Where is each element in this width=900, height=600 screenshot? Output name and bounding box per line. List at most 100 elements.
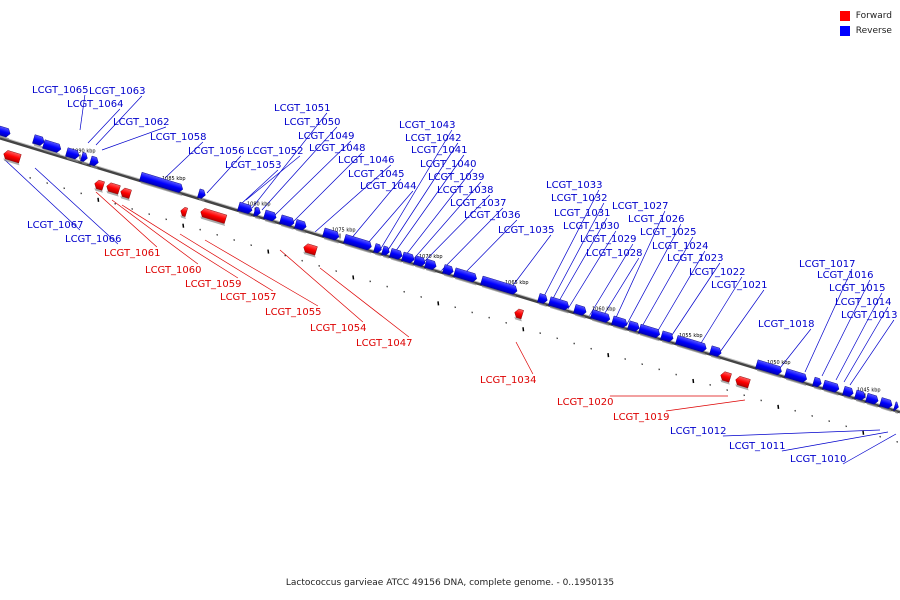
gene-label[interactable]: LCGT_1026 <box>628 214 685 225</box>
legend-item-forward: Forward <box>839 8 892 23</box>
gene-label[interactable]: LCGT_1043 <box>399 120 456 131</box>
leader-line <box>206 155 242 194</box>
gene-label[interactable]: LCGT_1030 <box>563 221 620 232</box>
leader-line <box>719 289 765 353</box>
gene-label[interactable]: LCGT_1048 <box>309 143 366 154</box>
gene-label[interactable]: LCGT_1045 <box>348 169 405 180</box>
minor-tick <box>607 353 610 358</box>
gene-label[interactable]: LCGT_1054 <box>310 323 367 334</box>
reverse-gene-arrow <box>660 330 674 346</box>
forward-gene-arrow <box>180 207 188 220</box>
gene-label[interactable]: LCGT_1016 <box>817 270 874 281</box>
leader-line <box>101 126 167 151</box>
gene-label[interactable]: LCGT_1010 <box>790 454 847 465</box>
scale-label: 1050 kbp <box>767 360 791 366</box>
gene-label[interactable]: LCGT_1014 <box>835 297 892 308</box>
leader-line <box>4 159 81 231</box>
gene-label[interactable]: LCGT_1044 <box>360 181 417 192</box>
legend-label-forward: Forward <box>855 10 892 21</box>
forward-gene-arrow <box>720 371 732 385</box>
gene-label[interactable]: LCGT_1035 <box>498 225 555 236</box>
leader-line <box>554 217 608 309</box>
reverse-gene-arrow <box>548 296 570 314</box>
scale-label: 1070 kbp <box>419 254 443 260</box>
gene-label[interactable]: LCGT_1067 <box>27 220 84 231</box>
legend-item-reverse: Reverse <box>839 23 892 38</box>
gene-label[interactable]: LCGT_1041 <box>411 145 468 156</box>
gene-label[interactable]: LCGT_1017 <box>799 259 856 270</box>
reverse-gene-arrow <box>709 345 722 360</box>
gene-label[interactable]: LCGT_1053 <box>225 160 282 171</box>
gene-label[interactable]: LCGT_1060 <box>145 265 202 276</box>
gene-label[interactable]: LCGT_1034 <box>480 375 537 386</box>
gene-label[interactable]: LCGT_1023 <box>667 253 724 264</box>
reverse-gene-arrow <box>237 201 253 218</box>
gene-label[interactable]: LCGT_1038 <box>437 185 494 196</box>
reverse-gene-arrow <box>32 134 45 149</box>
gene-label[interactable]: LCGT_1027 <box>612 201 669 212</box>
leader-line <box>392 154 465 256</box>
gene-label[interactable]: LCGT_1033 <box>546 180 603 191</box>
gene-label[interactable]: LCGT_1015 <box>829 283 886 294</box>
leader-line <box>111 199 199 265</box>
gene-label[interactable]: LCGT_1046 <box>338 155 395 166</box>
gene-label[interactable]: LCGT_1064 <box>67 99 124 110</box>
reverse-gene-arrow <box>442 264 454 279</box>
gene-label[interactable]: LCGT_1022 <box>689 267 746 278</box>
forward-gene-arrow <box>303 243 318 258</box>
gene-label[interactable]: LCGT_1051 <box>274 103 331 114</box>
gene-label[interactable]: LCGT_1047 <box>356 338 413 349</box>
reverse-gene-arrow <box>638 323 661 342</box>
gene-label[interactable]: LCGT_1066 <box>65 234 122 245</box>
reverse-gene-arrow <box>0 125 11 141</box>
gene-label[interactable]: LCGT_1012 <box>670 426 727 437</box>
gene-label[interactable]: LCGT_1052 <box>247 146 304 157</box>
gene-label[interactable]: LCGT_1013 <box>841 310 898 321</box>
gene-label[interactable]: LCGT_1057 <box>220 292 277 303</box>
gene-label[interactable]: LCGT_1031 <box>554 208 611 219</box>
leader-line <box>95 191 158 248</box>
reverse-gene-arrow <box>480 275 518 298</box>
minor-tick <box>777 404 780 409</box>
scale-label: 1060 kbp <box>592 307 616 313</box>
gene-label[interactable]: LCGT_1020 <box>557 397 614 408</box>
leader-line <box>599 257 640 322</box>
scale-label: 1045 kbp <box>857 387 881 393</box>
gene-label[interactable]: LCGT_1025 <box>640 227 697 238</box>
leader-line <box>843 306 889 383</box>
minor-tick <box>267 249 270 254</box>
gene-label[interactable]: LCGT_1036 <box>464 210 521 221</box>
leader-line <box>639 236 694 331</box>
gene-label[interactable]: LCGT_1055 <box>265 307 322 318</box>
leader-lines <box>4 94 897 465</box>
reverse-gene-arrow <box>784 368 807 386</box>
gene-label[interactable]: LCGT_1065 <box>32 85 89 96</box>
gene-label[interactable]: LCGT_1061 <box>104 248 161 259</box>
gene-label[interactable]: LCGT_1040 <box>420 159 477 170</box>
gene-label[interactable]: LCGT_1024 <box>652 241 709 252</box>
gene-label[interactable]: LCGT_1032 <box>551 193 608 204</box>
reverse-gene-arrow <box>389 248 403 263</box>
gene-label[interactable]: LCGT_1039 <box>428 172 485 183</box>
leader-line <box>319 267 410 338</box>
gene-label[interactable]: LCGT_1050 <box>284 117 341 128</box>
gene-label[interactable]: LCGT_1019 <box>613 412 670 423</box>
gene-label[interactable]: LCGT_1029 <box>580 234 637 245</box>
gene-label[interactable]: LCGT_1056 <box>188 146 245 157</box>
gene-label[interactable]: LCGT_1011 <box>729 441 786 452</box>
gene-label[interactable]: LCGT_1037 <box>450 198 507 209</box>
reverse-gene-arrow <box>537 293 548 307</box>
gene-label[interactable]: LCGT_1021 <box>711 280 768 291</box>
leader-line <box>204 239 319 307</box>
gene-label[interactable]: LCGT_1042 <box>405 133 462 144</box>
forward-gene-arrow <box>106 182 121 197</box>
gene-label[interactable]: LCGT_1049 <box>298 131 355 142</box>
gene-label[interactable]: LCGT_1059 <box>185 279 242 290</box>
leader-line <box>587 243 634 319</box>
gene-label[interactable]: LCGT_1058 <box>150 132 207 143</box>
gene-label[interactable]: LCGT_1028 <box>586 248 643 259</box>
minor-tick <box>182 223 185 228</box>
gene-label[interactable]: LCGT_1063 <box>89 86 146 97</box>
gene-label[interactable]: LCGT_1018 <box>758 319 815 330</box>
gene-label[interactable]: LCGT_1062 <box>113 117 170 128</box>
